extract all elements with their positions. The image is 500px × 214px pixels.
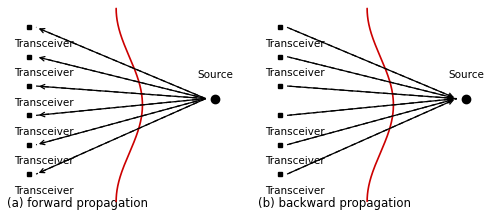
Text: Transceiver: Transceiver <box>266 68 325 78</box>
Text: Transceiver: Transceiver <box>266 156 325 166</box>
Text: Transceiver: Transceiver <box>14 68 74 78</box>
Text: (a) forward propagation: (a) forward propagation <box>8 197 148 210</box>
Text: Source: Source <box>198 70 234 80</box>
Text: Transceiver: Transceiver <box>14 156 74 166</box>
Text: Transceiver: Transceiver <box>14 39 74 49</box>
Text: Transceiver: Transceiver <box>266 39 325 49</box>
Text: Transceiver: Transceiver <box>266 186 325 196</box>
Text: Transceiver: Transceiver <box>14 127 74 137</box>
Text: (b) backward propagation: (b) backward propagation <box>258 197 412 210</box>
Text: Transceiver: Transceiver <box>14 186 74 196</box>
Text: Transceiver: Transceiver <box>266 127 325 137</box>
Text: Source: Source <box>448 70 484 80</box>
Text: Transceiver: Transceiver <box>14 98 74 108</box>
